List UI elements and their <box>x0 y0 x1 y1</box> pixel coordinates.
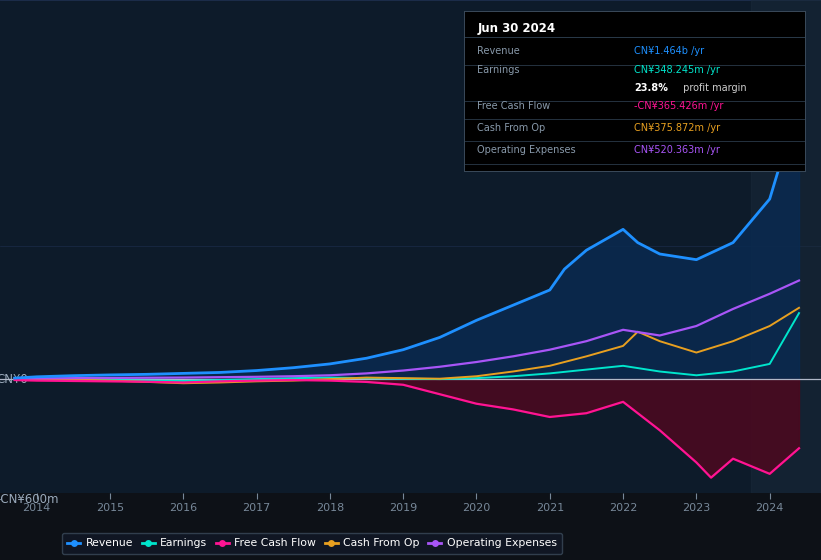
Text: CN¥375.872m /yr: CN¥375.872m /yr <box>635 123 720 133</box>
Text: Revenue: Revenue <box>478 46 521 57</box>
Text: -CN¥600m: -CN¥600m <box>0 493 58 506</box>
Text: CN¥1.464b /yr: CN¥1.464b /yr <box>635 46 704 57</box>
Text: CN¥348.245m /yr: CN¥348.245m /yr <box>635 66 720 76</box>
Text: CN¥0: CN¥0 <box>0 372 28 386</box>
Text: Jun 30 2024: Jun 30 2024 <box>478 22 556 35</box>
Text: Operating Expenses: Operating Expenses <box>478 145 576 155</box>
Text: Cash From Op: Cash From Op <box>478 123 546 133</box>
Text: 23.8%: 23.8% <box>635 83 668 93</box>
Legend: Revenue, Earnings, Free Cash Flow, Cash From Op, Operating Expenses: Revenue, Earnings, Free Cash Flow, Cash … <box>62 533 562 554</box>
Bar <box>751 0 821 493</box>
Text: Earnings: Earnings <box>478 66 520 76</box>
Text: CN¥520.363m /yr: CN¥520.363m /yr <box>635 145 720 155</box>
Text: profit margin: profit margin <box>681 83 747 93</box>
Text: Free Cash Flow: Free Cash Flow <box>478 101 551 110</box>
Text: -CN¥365.426m /yr: -CN¥365.426m /yr <box>635 101 723 110</box>
